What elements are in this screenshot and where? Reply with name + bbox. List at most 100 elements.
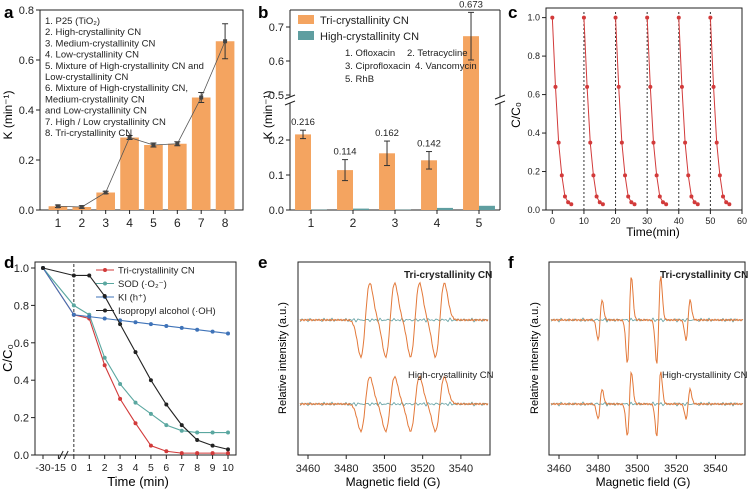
panel-letter-e: e (258, 253, 267, 272)
panel-b-bar-tri (337, 170, 353, 210)
panel-c-xtick-label: 50 (705, 216, 715, 226)
panel-b-bar-high (479, 205, 495, 210)
panel-d-xtick-label: 9 (210, 462, 216, 474)
panel-a-ytick-label: 0.8 (19, 5, 34, 17)
panel-d-xtick-label: -15 (51, 462, 66, 474)
panel-b-break-mark (284, 100, 296, 106)
panel-a-trend-marker (103, 190, 108, 195)
panel-d-ytick-label: 0.4 (14, 375, 29, 387)
panel-c-point (692, 200, 697, 205)
panel-a-bar (120, 137, 139, 210)
panel-c-point (679, 84, 684, 89)
panel-d-series-line (42, 267, 229, 334)
panel-d-xtick-label: 5 (148, 462, 154, 474)
panel-b-ytick-label: 0.5 (269, 90, 284, 102)
panel-d-xtick-label: 2 (102, 462, 108, 474)
panel-b-ytick-label: 0.1 (269, 170, 284, 182)
panel-b-value-label: 0.216 (291, 117, 315, 128)
panel-c-point (591, 173, 596, 178)
panel-d-ylabel: C/C₀ (0, 344, 15, 372)
panel-a-bar (96, 192, 115, 210)
panel-d-axis-break (63, 450, 69, 460)
panel-a-trend-line (57, 41, 226, 208)
panel-c-point (588, 140, 593, 145)
panel-f-xtick-label: 3480 (586, 463, 610, 475)
panel-d-legend-text: SOD (·O₂⁻) (118, 279, 167, 290)
panel-d-point (179, 451, 184, 456)
panel-b-ytick-label: 0.0 (269, 205, 284, 217)
panel-d-point (210, 451, 215, 456)
panel-d-point (118, 396, 123, 401)
panel-a-xtick-label: 2 (78, 216, 85, 230)
panel-d-point (210, 329, 215, 334)
panel-b-bar-high (353, 208, 369, 210)
panel-e-xlabel: Magnetic field (G) (346, 475, 441, 489)
panel-c-point (648, 84, 653, 89)
panel-b-ytick-label: 0.7 (269, 22, 284, 34)
panel-d-point (195, 438, 200, 443)
panel-a-ytick-label: 0.6 (19, 55, 34, 67)
panel-a-legend-text: 8. Tri-crystallinity CN (45, 128, 132, 139)
panel-c-point (585, 84, 590, 89)
panel-e-axes-frame (297, 261, 491, 456)
panel-c-xtick-label: 60 (737, 216, 747, 226)
panel-c-xtick-label: 40 (674, 216, 684, 226)
panel-a-bar (168, 143, 187, 210)
panel-b-legend-text: Tri-crystallinity CN (320, 15, 409, 27)
panel-b-break-mark (494, 94, 506, 100)
panel-d-point (210, 443, 215, 448)
panel-c-point (717, 173, 722, 178)
panel-b-legend-swatch-tri (298, 15, 314, 24)
panel-d-point (226, 430, 230, 435)
panel-e-spectrum (299, 375, 489, 434)
panel-c-xtick-label: 0 (550, 216, 555, 226)
panel-d-point (179, 423, 184, 428)
panel-a-legend-text: 7. High / Low crystallinity CN (45, 117, 166, 128)
panel-d-series-line (42, 267, 228, 434)
panel-c-ytick-label: 0.4 (527, 128, 540, 138)
panel-a-ytick-label: 0.0 (19, 205, 34, 217)
panel-a-legend-text: 2. High-crystallinity CN (45, 27, 141, 38)
panel-d-point (148, 443, 153, 448)
panel-b-annotation: 3. Ciprofloxacin (345, 61, 410, 72)
panel-d-ytick-label: 1.0 (14, 263, 29, 275)
panel-a-xtick-label: 8 (222, 216, 229, 230)
panel-c-point (600, 202, 605, 207)
panel-c-point (562, 194, 567, 199)
panel-d-legend-marker (103, 268, 107, 272)
panel-letter-d: d (4, 253, 14, 272)
panel-c-point (559, 173, 564, 178)
panel-c-point (632, 202, 637, 207)
panel-c-point (683, 140, 688, 145)
panel-b-annotation: 4. Vancomycin (415, 61, 477, 72)
panel-d-point (179, 428, 184, 433)
panel-d-point (87, 273, 92, 278)
panel-a-bar (191, 97, 211, 210)
panel-a-legend-text: 5. Mixture of High-crystallinity CN and (45, 61, 204, 72)
panel-b-bar-high (437, 207, 453, 210)
panel-b-value-label: 0.142 (417, 139, 441, 150)
panel-d-xtick-label: 7 (179, 462, 185, 474)
panel-c-point (711, 84, 716, 89)
panel-d-legend-text: KI (h⁺) (118, 293, 146, 304)
panel-a-trend-marker (223, 39, 228, 44)
panel-a-trend-marker (175, 141, 180, 146)
panel-d-point (133, 421, 138, 426)
panel-c-point (556, 140, 561, 145)
panel-a-bar (144, 145, 163, 210)
panel-c-point (651, 140, 656, 145)
panel-b-xtick-label: 4 (434, 216, 441, 230)
panel-d-point (226, 447, 230, 452)
panel-c-point (657, 194, 662, 199)
panel-d-point (118, 322, 123, 327)
panel-c-point (581, 15, 586, 20)
panel-d-xtick-label: 4 (133, 462, 139, 474)
panel-c-point (721, 194, 726, 199)
panel-a-ylabel: K (min⁻¹) (1, 91, 15, 140)
panel-d-point (133, 320, 138, 325)
panel-b-break-mark (494, 100, 506, 106)
panel-d-point (148, 411, 153, 416)
panel-d-xtick-label: -30 (35, 462, 50, 474)
panel-f-spectrum (550, 276, 744, 364)
